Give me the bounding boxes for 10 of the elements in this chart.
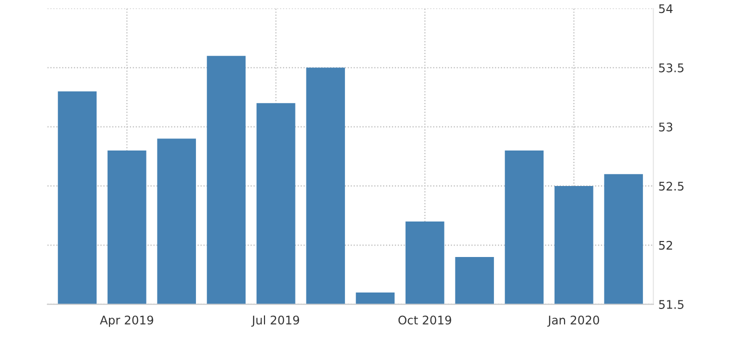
x-tick-label: Apr 2019	[100, 316, 154, 327]
y-tick-label: 52	[659, 240, 672, 250]
y-tick-label: 54	[659, 4, 673, 14]
y-tick-label: 53.5	[659, 63, 684, 72]
y-tick-label: 51.5	[659, 300, 684, 309]
x-tick-label: Jul 2019	[251, 315, 300, 327]
y-tick-label: 52.5	[659, 182, 684, 191]
x-tick-label: Oct 2019	[398, 316, 452, 325]
x-tick-label: Jan 2020	[547, 316, 600, 327]
y-tick-label: 53	[659, 122, 672, 132]
